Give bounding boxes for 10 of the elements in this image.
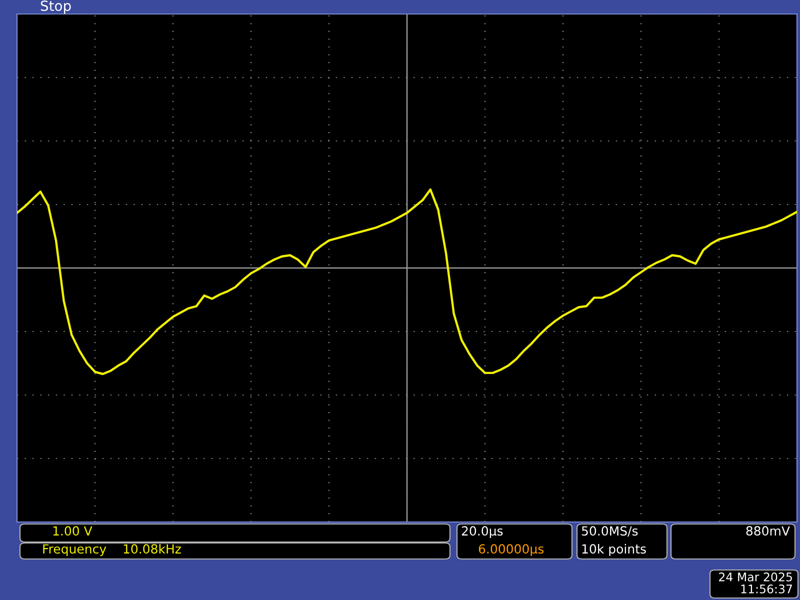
text: Stop <box>40 0 71 14</box>
text: 880mV <box>746 526 790 536</box>
text: 20.0µs <box>462 526 503 538</box>
text: 24 Mar 2025 <box>719 572 792 582</box>
text: 6.00000µs <box>478 544 544 556</box>
text: Frequency 10.08kHz <box>43 544 181 556</box>
text: 50.0MS/s <box>582 526 638 537</box>
text: 11:56:37 <box>741 584 792 594</box>
text: 1.00 V <box>53 526 92 536</box>
text: 10k points <box>582 544 646 556</box>
